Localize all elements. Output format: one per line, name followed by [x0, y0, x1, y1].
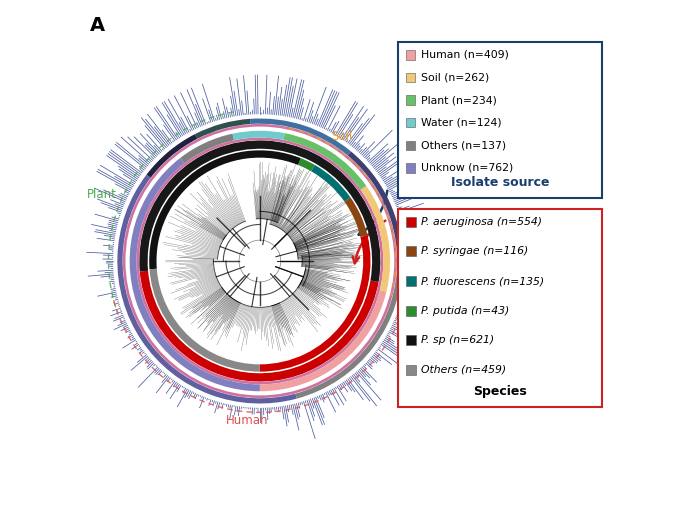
Text: Soil: Soil [331, 130, 353, 143]
Text: Species: Species [473, 385, 527, 398]
Text: P. putida (n=43): P. putida (n=43) [421, 305, 509, 316]
Text: Isolate source: Isolate source [450, 176, 549, 189]
Wedge shape [233, 131, 284, 140]
Wedge shape [180, 134, 234, 163]
Text: Soil (n=262): Soil (n=262) [421, 73, 489, 82]
Wedge shape [298, 158, 315, 171]
Wedge shape [260, 235, 370, 372]
Wedge shape [149, 269, 260, 372]
FancyBboxPatch shape [406, 140, 415, 150]
Text: Others (n=137): Others (n=137) [421, 140, 506, 150]
Wedge shape [260, 290, 386, 392]
FancyBboxPatch shape [406, 306, 416, 315]
Wedge shape [284, 133, 366, 189]
Wedge shape [295, 257, 402, 399]
Text: P. sp (n=621): P. sp (n=621) [421, 335, 494, 345]
FancyBboxPatch shape [406, 246, 416, 256]
FancyBboxPatch shape [406, 276, 416, 286]
Wedge shape [147, 134, 197, 178]
Wedge shape [140, 271, 379, 382]
Text: Others (n=459): Others (n=459) [421, 365, 507, 375]
Text: Human (n=409): Human (n=409) [421, 50, 509, 60]
FancyBboxPatch shape [398, 42, 602, 198]
Wedge shape [149, 150, 301, 269]
FancyBboxPatch shape [406, 118, 415, 127]
Text: P. aeruginosa (n=554): P. aeruginosa (n=554) [421, 217, 542, 227]
FancyBboxPatch shape [406, 73, 415, 82]
Wedge shape [118, 175, 297, 404]
Text: Human: Human [226, 414, 268, 428]
Wedge shape [129, 158, 260, 392]
Wedge shape [195, 119, 251, 139]
Text: P. syringae (n=116): P. syringae (n=116) [421, 246, 529, 256]
Wedge shape [139, 140, 381, 282]
Text: P. fluorescens (n=135): P. fluorescens (n=135) [421, 276, 545, 286]
FancyBboxPatch shape [406, 163, 415, 173]
FancyBboxPatch shape [406, 335, 416, 345]
Wedge shape [311, 165, 350, 201]
Text: Water (n=124): Water (n=124) [421, 117, 501, 128]
FancyBboxPatch shape [406, 217, 416, 227]
Wedge shape [347, 151, 402, 258]
Wedge shape [361, 186, 390, 292]
Wedge shape [250, 118, 351, 156]
Text: Unknow (n=762): Unknow (n=762) [421, 163, 513, 173]
Wedge shape [345, 197, 367, 237]
Wedge shape [136, 137, 383, 385]
FancyBboxPatch shape [406, 50, 415, 60]
Text: A: A [90, 16, 105, 34]
Text: Plant: Plant [87, 188, 117, 201]
FancyBboxPatch shape [398, 209, 602, 407]
FancyBboxPatch shape [406, 96, 415, 105]
FancyBboxPatch shape [406, 365, 416, 375]
Text: Plant (n=234): Plant (n=234) [421, 95, 497, 105]
Wedge shape [123, 124, 397, 398]
